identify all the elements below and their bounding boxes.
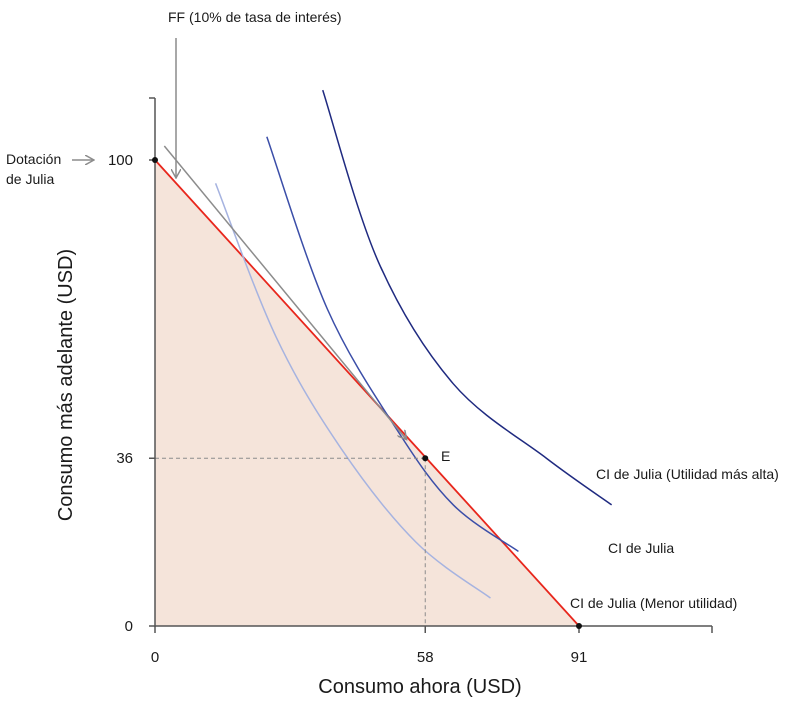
endowment-label-line2: de Julia xyxy=(6,171,54,187)
x-tick-label-58: 58 xyxy=(417,649,434,666)
indifference-curve-lowest-label: CI de Julia (Menor utilidad) xyxy=(570,595,737,611)
budget-line xyxy=(154,159,580,627)
y-tick-label-0: 0 xyxy=(125,618,133,635)
indifference-curve-highest xyxy=(322,89,613,506)
endowment-label-line1: Dotación xyxy=(6,151,61,167)
optimum-point xyxy=(422,455,429,462)
x-tick-label-91: 91 xyxy=(571,649,588,666)
indifference-curve-middle xyxy=(266,136,519,553)
indifference-curve-highest-label: CI de Julia (Utilidad más alta) xyxy=(596,466,779,482)
optimum-label: E xyxy=(441,448,450,464)
y-tick-label-36: 36 xyxy=(116,450,133,467)
endowment-point xyxy=(152,157,158,163)
gray-arrow xyxy=(163,145,406,440)
indifference-curve-middle-label: CI de Julia xyxy=(608,540,674,556)
x-axis-title: Consumo ahora (USD) xyxy=(318,676,521,698)
budget-line-label: FF (10% de tasa de interés) xyxy=(168,9,342,25)
y-tick-label-100: 100 xyxy=(108,152,133,169)
budget-x-intercept-point xyxy=(576,623,582,629)
x-tick-label-0: 0 xyxy=(151,649,159,666)
indifference-curve-lowest xyxy=(214,183,491,599)
y-axis-title: Consumo más adelante (USD) xyxy=(55,249,77,521)
